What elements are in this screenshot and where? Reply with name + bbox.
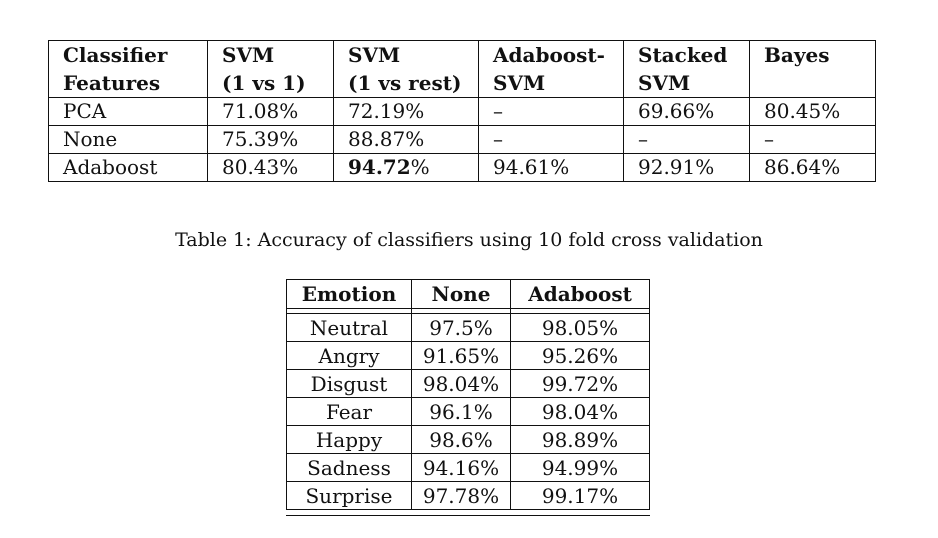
header-line: SVM [348,43,401,67]
best-accuracy-bold: 94.72 [348,155,411,179]
table1-header-row: Classifier Features SVM (1 vs 1) SVM (1 … [48,40,876,98]
best-accuracy-cell: 94.72% [333,153,479,182]
header-line: SVM [638,71,691,95]
table-row: Adaboost 80.43% 94.72% 94.61% 92.91% 86.… [48,153,876,182]
double-rule-gap [286,308,650,314]
header-line: SVM [222,43,275,67]
table-cell: Adaboost [48,153,208,182]
classifier-accuracy-table: Classifier Features SVM (1 vs 1) SVM (1 … [48,40,876,182]
emotion-accuracy-table: Emotion None Adaboost Neutral 97.5% 98.0… [286,279,650,510]
table2-header-row: Emotion None Adaboost [286,279,650,309]
table-cell: PCA [48,97,208,126]
table1-header-cell: SVM (1 vs rest) [333,40,479,98]
table-cell: 94.99% [510,453,650,482]
header-emotion: Emotion [286,279,412,309]
header-line: Adaboost- [493,43,605,67]
table1-header-cell: Stacked SVM [623,40,750,98]
table-row: PCA 71.08% 72.19% – 69.66% 80.45% [48,97,876,126]
table-cell: 95.26% [510,341,650,370]
table1-header-cell: Classifier Features [48,40,208,98]
table-row: Disgust 98.04% 99.72% [286,369,650,398]
emotion-label: Sadness [286,453,412,482]
table-row: Angry 91.65% 95.26% [286,341,650,370]
table-cell: 98.89% [510,425,650,454]
table-cell: 91.65% [411,341,511,370]
table-cell: 99.72% [510,369,650,398]
double-bottom-rule [286,515,650,516]
table-cell: 80.45% [749,97,876,126]
table-row: None 75.39% 88.87% – – – [48,125,876,154]
emotion-label: Neutral [286,313,412,342]
emotion-label: Surprise [286,481,412,510]
table-cell: None [48,125,208,154]
table-cell: – [478,97,624,126]
table-cell: 72.19% [333,97,479,126]
table1-header-cell: SVM (1 vs 1) [207,40,334,98]
header-line: SVM [493,71,546,95]
table-cell: 80.43% [207,153,334,182]
table-cell: 69.66% [623,97,750,126]
table-cell: 98.05% [510,313,650,342]
emotion-label: Angry [286,341,412,370]
table-caption: Table 1: Accuracy of classifiers using 1… [175,229,763,251]
table-cell: 98.6% [411,425,511,454]
table-cell: 86.64% [749,153,876,182]
table-cell: 98.04% [411,369,511,398]
table-cell: 97.78% [411,481,511,510]
emotion-label: Happy [286,425,412,454]
table-cell: 71.08% [207,97,334,126]
header-line: Classifier [63,43,168,67]
header-line: Stacked [638,43,728,67]
header-adaboost: Adaboost [510,279,650,309]
emotion-label: Fear [286,397,412,426]
table-cell: 96.1% [411,397,511,426]
table-row: Fear 96.1% 98.04% [286,397,650,426]
table-cell: 75.39% [207,125,334,154]
header-none: None [411,279,511,309]
header-line: (1 vs 1) [222,71,306,95]
emotion-label: Disgust [286,369,412,398]
header-line: (1 vs rest) [348,71,462,95]
gap-cell [510,308,650,314]
table-cell: 94.16% [411,453,511,482]
table-cell: – [478,125,624,154]
table-cell: 99.17% [510,481,650,510]
table-cell: 88.87% [333,125,479,154]
table1-header-cell: Adaboost- SVM [478,40,624,98]
table-cell: 98.04% [510,397,650,426]
header-line: Bayes [764,43,830,67]
table-cell: – [623,125,750,154]
table-row: Neutral 97.5% 98.05% [286,313,650,342]
table-row: Surprise 97.78% 99.17% [286,481,650,510]
table-cell: 94.61% [478,153,624,182]
table1-header-cell: Bayes [749,40,876,98]
table-cell: 97.5% [411,313,511,342]
table-row: Sadness 94.16% 94.99% [286,453,650,482]
table-cell: 92.91% [623,153,750,182]
header-line: Features [63,71,161,95]
table-row: Happy 98.6% 98.89% [286,425,650,454]
table-cell: – [749,125,876,154]
